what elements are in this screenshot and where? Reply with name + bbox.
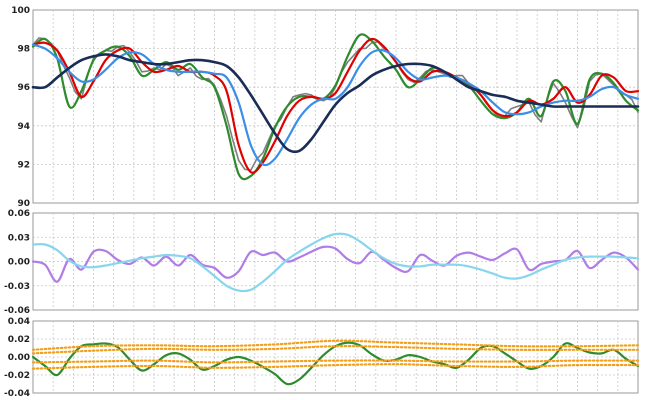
y-tick-label: -0.02 <box>4 371 30 381</box>
y-tick-label: 100 <box>11 6 30 16</box>
oscillator-panel: -0.06 -0.03 0.00 0.03 0.06 <box>4 209 640 316</box>
y-tick-label: -0.04 <box>4 389 30 399</box>
price-panel: 90 92 94 96 98 100 <box>11 6 640 209</box>
y-tick-label: 94 <box>17 122 30 132</box>
y-tick-label: 98 <box>17 45 30 55</box>
y-tick-label: 96 <box>17 83 30 93</box>
series-line-osc <box>31 245 640 283</box>
y-tick-label: 0.03 <box>8 233 30 243</box>
series-line-slow <box>31 43 640 167</box>
y-tick-label: 0.06 <box>8 209 30 219</box>
y-tick-label: -0.06 <box>4 306 30 316</box>
y-tick-label: 0.04 <box>8 317 30 327</box>
series-line-band-outer-lower <box>31 363 640 370</box>
series-line-band-inner-upper <box>31 345 640 355</box>
series-line-smooth <box>31 232 640 293</box>
y-tick-label: 92 <box>17 160 30 170</box>
y-tick-label: 90 <box>17 199 30 209</box>
y-tick-label: -0.03 <box>4 282 30 292</box>
y-tick-label: 0.02 <box>8 335 30 345</box>
y-tick-label: 0.00 <box>8 353 30 363</box>
y-tick-label: 0.00 <box>8 258 30 268</box>
bands-panel: -0.04 -0.02 0.00 0.02 0.04 <box>4 317 640 399</box>
series-line-band-outer-upper <box>31 339 640 351</box>
series-line-band-inner-lower <box>31 359 640 364</box>
series-line-slowest <box>31 53 640 154</box>
